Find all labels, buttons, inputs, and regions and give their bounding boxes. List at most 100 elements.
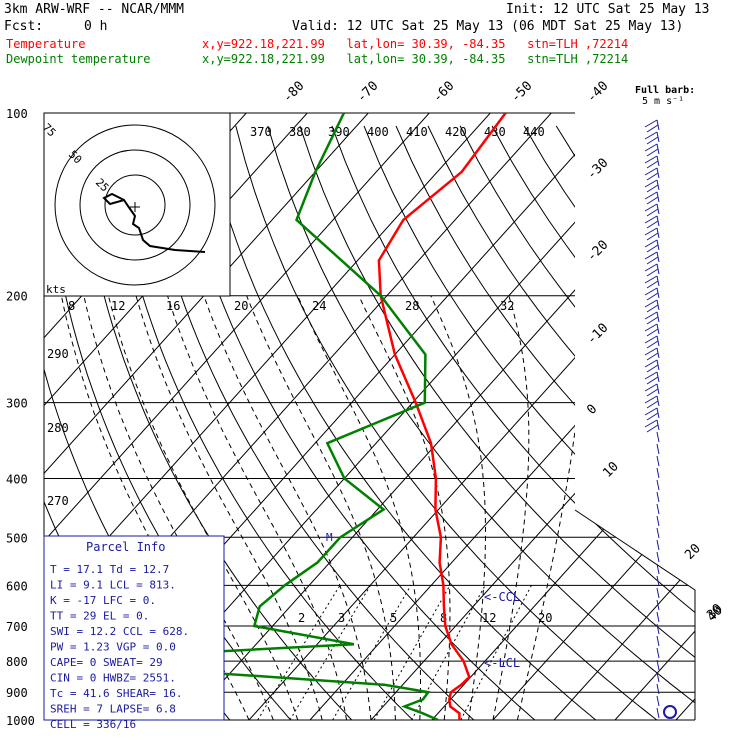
hodograph-box	[43, 112, 231, 297]
wind-barb-staff	[656, 623, 660, 635]
wind-barb-flag	[646, 256, 659, 265]
hodograph-units: kts	[46, 283, 66, 296]
pressure-label-300: 300	[6, 397, 28, 411]
wind-barb-flag	[646, 136, 659, 145]
mixing-ratio-line	[289, 585, 371, 720]
wind-barb-flag	[644, 347, 658, 356]
moist-adiabat-line	[358, 295, 451, 720]
dry-adiabat-line	[587, 125, 695, 720]
wind-barb-staff	[656, 659, 660, 671]
wind-barb-flag	[644, 287, 658, 296]
theta-label: 400	[367, 125, 389, 139]
wind-barb-flag	[646, 208, 659, 217]
wind-barb-staff	[656, 635, 660, 647]
wind-barb-flag	[644, 359, 658, 368]
mixing-ratio-low-label: 5	[390, 611, 397, 625]
wind-barb-flag	[644, 227, 658, 236]
barb-legend-units: 5 m s⁻¹	[642, 96, 684, 107]
wind-barb-staff	[656, 647, 660, 659]
wind-barb-staff	[656, 551, 660, 563]
mixing-ratio-label: 32	[500, 299, 514, 313]
barb-legend-title: Full barb:	[635, 85, 695, 96]
wind-barb-flag	[646, 364, 659, 373]
wind-barb-staff	[656, 707, 660, 719]
dry-adiabat-line	[267, 125, 695, 720]
dry-adiabat-line	[491, 125, 695, 720]
wind-barb-flag	[644, 215, 658, 224]
isotherm-top-label: -70	[354, 79, 381, 106]
parcel-info-row: K = -17 LFC = 0.	[50, 594, 156, 607]
isotherm-right-label: 10	[600, 459, 622, 481]
isotherm-line	[553, 113, 695, 720]
init-time: Init: 12 UTC Sat 25 May 13	[506, 2, 710, 17]
wind-barb-flag	[646, 280, 659, 289]
mixing-ratio-low-label: 2	[298, 611, 305, 625]
frame-right-cutout	[574, 509, 696, 720]
wind-barb-flag	[644, 419, 658, 428]
dry-adiabat-line	[363, 125, 695, 720]
mixing-ratio-line	[373, 585, 451, 720]
pressure-label-500: 500	[6, 531, 28, 545]
mixing-ratio-line	[332, 585, 412, 720]
parcel-info-row: TT = 29 EL = 0.	[50, 610, 149, 623]
pressure-label-600: 600	[6, 579, 28, 593]
wind-barb-flag	[646, 232, 659, 241]
wind-barb-staff	[656, 455, 660, 467]
wind-barb-flag	[644, 119, 658, 128]
wind-barb-flag	[646, 400, 659, 409]
pressure-label-200: 200	[6, 290, 28, 304]
dry-adiabat-line	[395, 125, 695, 720]
isotherm-line	[431, 113, 695, 720]
mixing-ratio-label: 20	[234, 299, 248, 313]
wind-barb-staff	[656, 575, 660, 587]
theta-label: 410	[406, 125, 428, 139]
wind-barb-flag	[644, 203, 658, 212]
isotherm-top-label: -50	[508, 79, 535, 106]
dry-adiabat-line	[235, 125, 674, 720]
temperature-legend-label: Temperature	[6, 37, 86, 51]
wind-barb-staff	[656, 683, 660, 695]
wind-barb-staff	[656, 443, 660, 455]
temperature-legend-info: x,y=922.18,221.99 lat,lon= 30.39, -84.35…	[202, 37, 629, 51]
dewpoint-legend-label: Dewpoint temperature	[6, 52, 151, 66]
dry-adiabat-line	[171, 125, 551, 720]
wind-barb-flag	[646, 244, 659, 253]
theta-lower-label: 280	[47, 421, 69, 435]
wind-barb-flag	[646, 316, 659, 325]
isotherm-line	[675, 113, 695, 720]
theta-lower-label: 290	[47, 347, 69, 361]
lcl-marker: <-LCL	[484, 656, 520, 670]
hodograph-trace	[102, 192, 206, 253]
isotherm-line	[492, 113, 695, 720]
dry-adiabat-line	[523, 125, 695, 720]
wind-barb-staff	[656, 539, 660, 551]
wind-barb-staff	[656, 587, 660, 599]
wind-barb-flag	[646, 148, 659, 157]
wind-barb-flag	[646, 184, 659, 193]
parcel-info-row: CELL = 336/16	[50, 718, 136, 731]
theta-label: 420	[445, 125, 467, 139]
wind-barb-flag	[646, 268, 659, 277]
pressure-label-800: 800	[6, 655, 28, 669]
dry-adiabat-line	[331, 125, 695, 720]
parcel-info-row: PW = 1.23 VGP = 0.0	[50, 641, 176, 654]
wind-barb-staff	[656, 515, 660, 527]
wind-barb-flag	[646, 196, 659, 205]
wind-barb-staff	[656, 671, 660, 683]
wind-barb-staff	[656, 503, 660, 515]
wind-barb-flag	[646, 340, 659, 349]
mixing-ratio-label: 16	[166, 299, 180, 313]
parcel-info-row: LI = 9.1 LCL = 813.	[50, 579, 176, 592]
theta-label: 440	[523, 125, 545, 139]
mixing-ratio-label: 28	[405, 299, 419, 313]
wind-barb-staff	[656, 695, 660, 707]
isotherm-top-label: -40	[584, 79, 611, 106]
isotherm-line	[44, 113, 369, 720]
wind-barb-flag	[646, 328, 659, 337]
wind-barb-flag	[646, 388, 659, 397]
dry-adiabat-line	[139, 125, 489, 720]
forecast-hour: 0 h	[84, 19, 108, 34]
mixing-ratio-low-label: 12	[482, 611, 496, 625]
wind-barb-staff	[656, 599, 660, 611]
wind-barb-flag	[646, 124, 659, 133]
